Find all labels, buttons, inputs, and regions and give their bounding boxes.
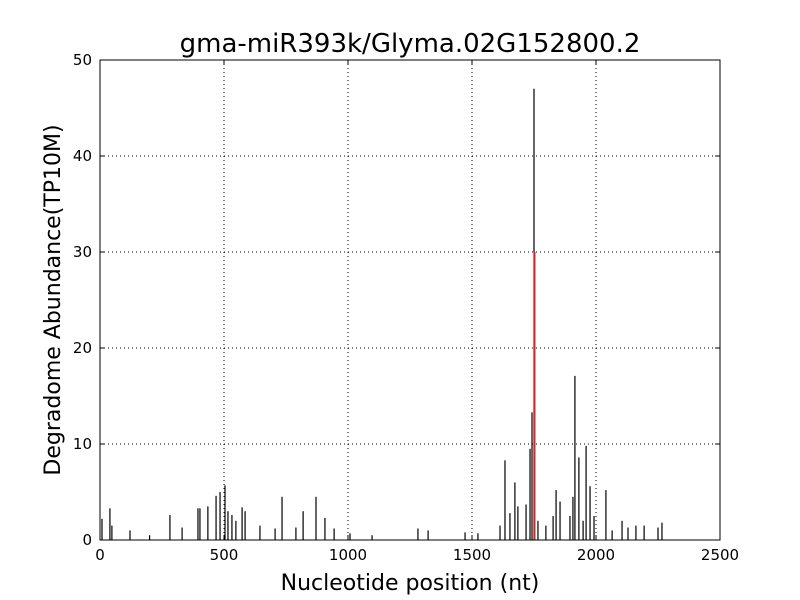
x-tick-label: 500 bbox=[210, 546, 239, 564]
plot-frame bbox=[99, 59, 721, 541]
y-tick-label: 30 bbox=[73, 243, 92, 261]
x-tick-label: 1500 bbox=[453, 546, 491, 564]
chart-title: gma-miR393k/Glyma.02G152800.2 bbox=[180, 29, 641, 59]
y-tick-label: 40 bbox=[73, 147, 92, 165]
y-tick-label: 20 bbox=[73, 339, 92, 357]
x-tick-label: 0 bbox=[95, 546, 105, 564]
x-axis-label: Nucleotide position (nt) bbox=[281, 571, 540, 596]
y-tick-label: 50 bbox=[73, 51, 92, 69]
x-tick-label: 2500 bbox=[701, 546, 739, 564]
y-axis-label: Degradome Abundance(TP10M) bbox=[41, 124, 66, 475]
x-tick-label: 1000 bbox=[329, 546, 367, 564]
y-tick-label: 0 bbox=[82, 531, 92, 549]
x-tick-label: 2000 bbox=[577, 546, 615, 564]
y-tick-label: 10 bbox=[73, 435, 92, 453]
